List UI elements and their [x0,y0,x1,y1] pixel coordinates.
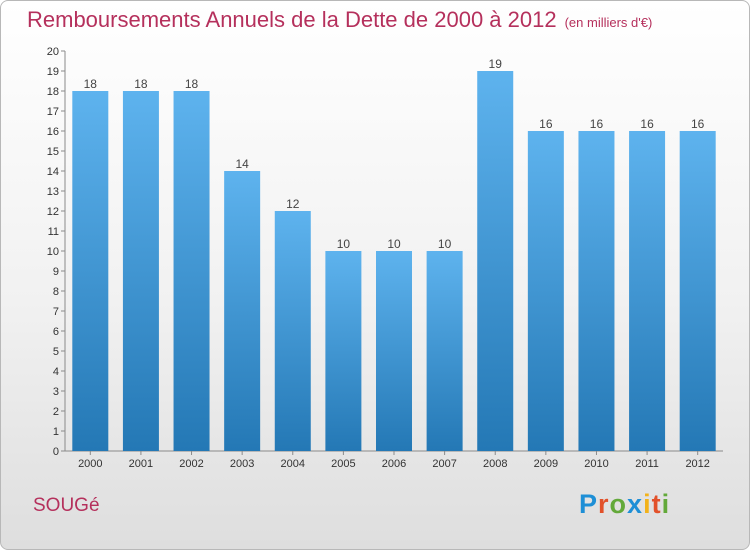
y-tick-label: 0 [53,446,59,458]
y-tick-label: 11 [48,226,59,238]
logo-letter: P [579,489,599,519]
logo-letter: r [598,489,610,519]
x-tick-label: 2010 [584,458,608,470]
data-label: 16 [590,117,604,131]
chart-subtitle: (en milliers d'€) [564,15,653,30]
logo-letter: i [661,489,671,519]
y-tick-label: 18 [47,86,59,98]
x-tick-label: 2000 [78,458,102,470]
bar [224,171,261,451]
logo-letter: o [609,489,628,519]
y-tick-label: 14 [47,166,59,178]
x-tick-label: 2008 [483,458,507,470]
y-tick-label: 17 [47,106,59,118]
commune-name: SOUGé [33,495,100,516]
logo-letter: t [651,489,662,519]
data-label: 19 [489,57,503,71]
logo-letter: x [627,489,644,519]
bar [578,131,615,451]
logo-letter: i [643,489,652,519]
x-tick-label: 2011 [635,458,659,470]
x-tick-label: 2001 [129,458,153,470]
chart-title: Remboursements Annuels de la Dette de 20… [27,7,652,33]
y-tick-label: 4 [53,366,59,378]
x-tick-label: 2012 [685,458,709,470]
bar [629,131,666,451]
bar [477,71,514,451]
y-tick-label: 1 [53,426,59,438]
bar [325,251,362,451]
y-tick-label: 3 [53,386,59,398]
data-label: 18 [134,77,148,91]
y-tick-label: 10 [47,246,59,258]
data-label: 16 [539,117,553,131]
y-tick-label: 16 [47,126,59,138]
x-tick-label: 2005 [331,458,355,470]
y-tick-label: 8 [53,286,59,298]
y-tick-label: 15 [47,146,59,158]
bar [376,251,412,451]
bar [122,91,159,451]
chart-title-text: Remboursements Annuels de la Dette de 20… [27,7,557,32]
x-tick-label: 2009 [534,458,558,470]
y-tick-label: 12 [47,206,59,218]
data-label: 16 [691,117,705,131]
bar [274,211,311,451]
bar [426,251,463,451]
data-label: 14 [235,157,249,171]
data-label: 10 [387,237,401,251]
data-label: 18 [185,77,199,91]
x-tick-label: 2006 [382,458,406,470]
proxiti-logo: Proxiti [579,489,670,520]
data-label: 18 [84,77,98,91]
y-tick-label: 13 [47,186,59,198]
data-label: 12 [286,197,300,211]
bar [72,91,109,451]
y-tick-label: 9 [53,266,59,278]
data-label: 16 [640,117,654,131]
x-tick-label: 2004 [281,458,305,470]
bar [679,131,716,451]
x-tick-label: 2002 [179,458,203,470]
bar [173,91,210,451]
x-tick-label: 2003 [230,458,254,470]
y-tick-label: 19 [47,66,59,78]
y-tick-label: 7 [53,306,59,318]
y-tick-label: 6 [53,326,59,338]
y-tick-label: 20 [47,46,59,58]
data-label: 10 [337,237,351,251]
y-tick-label: 5 [53,346,59,358]
y-tick-label: 2 [53,406,59,418]
x-tick-label: 2007 [432,458,456,470]
data-label: 10 [438,237,452,251]
bar [527,131,564,451]
